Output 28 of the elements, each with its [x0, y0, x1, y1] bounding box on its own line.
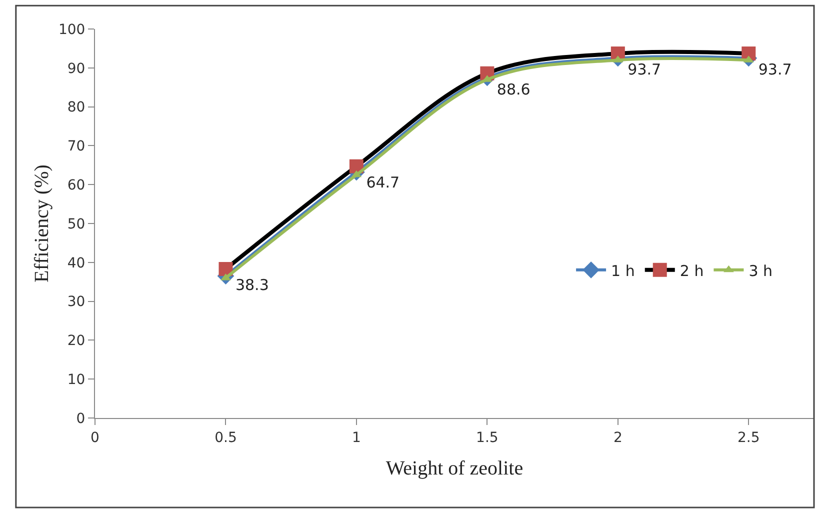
legend-label: 3 h: [748, 262, 773, 280]
data-label: 38.3: [235, 276, 269, 294]
x-tick-label: 0.5: [214, 430, 237, 446]
legend-label: 1 h: [611, 262, 635, 280]
data-label: 93.7: [628, 60, 662, 79]
y-tick-label: 100: [58, 22, 86, 38]
y-tick-label: 90: [67, 60, 86, 77]
y-tick-label: 60: [67, 178, 86, 194]
y-tick-label: 40: [67, 255, 86, 272]
y-tick-label: 70: [67, 138, 86, 155]
y-tick-label: 50: [67, 216, 86, 232]
y-tick-label: 10: [67, 372, 86, 388]
y-tick-label: 0: [76, 410, 86, 427]
x-tick-label: 1: [352, 430, 361, 446]
x-tick-label: 2: [613, 430, 622, 446]
x-tick-label: 1.5: [476, 430, 498, 446]
data-label: 88.6: [496, 80, 530, 98]
y-tick-label: 80: [67, 100, 86, 116]
x-axis-title: Weight of zeolite: [386, 457, 524, 480]
x-tick-label: 2.5: [738, 430, 760, 446]
data-label: 93.7: [758, 60, 792, 79]
y-tick-label: 20: [67, 333, 86, 350]
data-label: 64.7: [366, 173, 400, 192]
point: [220, 273, 231, 280]
y-tick-label: 30: [67, 294, 86, 310]
x-tick-label: 0: [90, 430, 100, 446]
y-axis-title: Efficiency (%): [30, 164, 53, 282]
legend-label: 2 h: [680, 262, 704, 280]
